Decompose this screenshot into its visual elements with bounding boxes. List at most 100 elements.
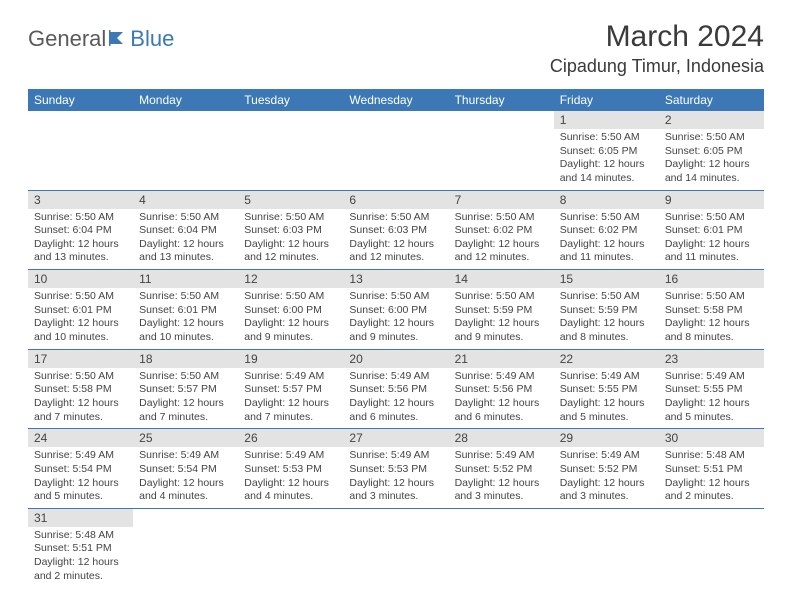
day-line: and 6 minutes. <box>349 411 442 425</box>
calendar-table: Sunday Monday Tuesday Wednesday Thursday… <box>28 89 764 587</box>
day-number: 19 <box>238 350 343 368</box>
weekday-header: Saturday <box>659 89 764 111</box>
day-line: Sunset: 6:03 PM <box>349 224 442 238</box>
day-line: Sunrise: 5:50 AM <box>560 290 653 304</box>
day-details: Sunrise: 5:48 AMSunset: 5:51 PMDaylight:… <box>28 527 133 588</box>
day-details: Sunrise: 5:50 AMSunset: 6:01 PMDaylight:… <box>133 288 238 349</box>
calendar-cell: 6Sunrise: 5:50 AMSunset: 6:03 PMDaylight… <box>343 190 448 270</box>
calendar-cell: 12Sunrise: 5:50 AMSunset: 6:00 PMDayligh… <box>238 270 343 350</box>
day-line: Daylight: 12 hours <box>349 477 442 491</box>
day-number: 10 <box>28 270 133 288</box>
day-line: Sunrise: 5:49 AM <box>560 370 653 384</box>
day-line: Sunrise: 5:50 AM <box>349 211 442 225</box>
day-line: and 11 minutes. <box>560 251 653 265</box>
day-line: Sunrise: 5:49 AM <box>455 449 548 463</box>
day-number: 7 <box>449 191 554 209</box>
day-line: Daylight: 12 hours <box>665 477 758 491</box>
calendar-cell <box>449 508 554 587</box>
day-line: Sunset: 5:53 PM <box>244 463 337 477</box>
day-line: Sunrise: 5:49 AM <box>455 370 548 384</box>
day-line: and 2 minutes. <box>34 570 127 584</box>
calendar-cell: 22Sunrise: 5:49 AMSunset: 5:55 PMDayligh… <box>554 349 659 429</box>
calendar-cell <box>28 111 133 190</box>
day-details: Sunrise: 5:50 AMSunset: 6:03 PMDaylight:… <box>238 209 343 270</box>
day-line: Sunset: 5:54 PM <box>34 463 127 477</box>
day-line: Daylight: 12 hours <box>455 477 548 491</box>
day-line: Daylight: 12 hours <box>665 158 758 172</box>
calendar-row: 3Sunrise: 5:50 AMSunset: 6:04 PMDaylight… <box>28 190 764 270</box>
day-line: and 2 minutes. <box>665 490 758 504</box>
day-details: Sunrise: 5:49 AMSunset: 5:53 PMDaylight:… <box>238 447 343 508</box>
calendar-cell: 11Sunrise: 5:50 AMSunset: 6:01 PMDayligh… <box>133 270 238 350</box>
day-line: Sunrise: 5:49 AM <box>139 449 232 463</box>
day-number: 6 <box>343 191 448 209</box>
day-line: Sunrise: 5:49 AM <box>34 449 127 463</box>
day-line: Sunset: 5:58 PM <box>665 304 758 318</box>
day-line: Sunset: 5:59 PM <box>560 304 653 318</box>
calendar-cell <box>238 111 343 190</box>
calendar-cell: 23Sunrise: 5:49 AMSunset: 5:55 PMDayligh… <box>659 349 764 429</box>
day-line: Daylight: 12 hours <box>665 238 758 252</box>
day-line: Sunrise: 5:50 AM <box>560 211 653 225</box>
calendar-cell: 29Sunrise: 5:49 AMSunset: 5:52 PMDayligh… <box>554 429 659 509</box>
day-number: 12 <box>238 270 343 288</box>
day-line: Daylight: 12 hours <box>455 317 548 331</box>
day-line: Daylight: 12 hours <box>455 238 548 252</box>
day-number: 17 <box>28 350 133 368</box>
day-line: Daylight: 12 hours <box>560 397 653 411</box>
calendar-cell: 16Sunrise: 5:50 AMSunset: 5:58 PMDayligh… <box>659 270 764 350</box>
day-line: Sunrise: 5:49 AM <box>560 449 653 463</box>
day-details: Sunrise: 5:49 AMSunset: 5:54 PMDaylight:… <box>28 447 133 508</box>
calendar-cell: 5Sunrise: 5:50 AMSunset: 6:03 PMDaylight… <box>238 190 343 270</box>
day-number: 4 <box>133 191 238 209</box>
day-line: Sunset: 6:01 PM <box>139 304 232 318</box>
day-line: Sunset: 6:03 PM <box>244 224 337 238</box>
day-details: Sunrise: 5:50 AMSunset: 6:02 PMDaylight:… <box>554 209 659 270</box>
calendar-cell <box>659 508 764 587</box>
day-number: 21 <box>449 350 554 368</box>
day-line: Sunset: 6:05 PM <box>560 145 653 159</box>
day-line: Sunset: 5:55 PM <box>665 383 758 397</box>
day-line: Sunrise: 5:49 AM <box>349 370 442 384</box>
calendar-cell <box>554 508 659 587</box>
calendar-cell: 17Sunrise: 5:50 AMSunset: 5:58 PMDayligh… <box>28 349 133 429</box>
location: Cipadung Timur, Indonesia <box>550 56 764 77</box>
day-details: Sunrise: 5:49 AMSunset: 5:52 PMDaylight:… <box>554 447 659 508</box>
logo-text-2: Blue <box>130 26 174 52</box>
day-line: Sunset: 5:56 PM <box>349 383 442 397</box>
calendar-cell <box>343 111 448 190</box>
day-line: Sunrise: 5:50 AM <box>34 370 127 384</box>
day-number: 29 <box>554 429 659 447</box>
day-details: Sunrise: 5:49 AMSunset: 5:53 PMDaylight:… <box>343 447 448 508</box>
day-line: Sunset: 6:05 PM <box>665 145 758 159</box>
weekday-header: Wednesday <box>343 89 448 111</box>
day-line: Sunset: 5:59 PM <box>455 304 548 318</box>
day-number: 18 <box>133 350 238 368</box>
calendar-cell: 9Sunrise: 5:50 AMSunset: 6:01 PMDaylight… <box>659 190 764 270</box>
day-line: and 9 minutes. <box>349 331 442 345</box>
day-line: Sunset: 5:54 PM <box>139 463 232 477</box>
day-details: Sunrise: 5:50 AMSunset: 5:58 PMDaylight:… <box>659 288 764 349</box>
day-line: and 3 minutes. <box>560 490 653 504</box>
day-details: Sunrise: 5:50 AMSunset: 6:03 PMDaylight:… <box>343 209 448 270</box>
day-line: Daylight: 12 hours <box>139 397 232 411</box>
day-line: and 12 minutes. <box>244 251 337 265</box>
day-line: Sunset: 6:04 PM <box>34 224 127 238</box>
day-line: Daylight: 12 hours <box>34 238 127 252</box>
day-line: and 11 minutes. <box>665 251 758 265</box>
day-line: Sunrise: 5:50 AM <box>244 211 337 225</box>
calendar-cell: 21Sunrise: 5:49 AMSunset: 5:56 PMDayligh… <box>449 349 554 429</box>
weekday-header: Tuesday <box>238 89 343 111</box>
calendar-cell: 27Sunrise: 5:49 AMSunset: 5:53 PMDayligh… <box>343 429 448 509</box>
weekday-header: Sunday <box>28 89 133 111</box>
day-details: Sunrise: 5:50 AMSunset: 5:59 PMDaylight:… <box>554 288 659 349</box>
weekday-header: Friday <box>554 89 659 111</box>
calendar-row: 1Sunrise: 5:50 AMSunset: 6:05 PMDaylight… <box>28 111 764 190</box>
calendar-cell: 15Sunrise: 5:50 AMSunset: 5:59 PMDayligh… <box>554 270 659 350</box>
day-line: Sunrise: 5:48 AM <box>665 449 758 463</box>
day-number: 23 <box>659 350 764 368</box>
day-line: and 10 minutes. <box>139 331 232 345</box>
day-line: Daylight: 12 hours <box>34 556 127 570</box>
day-number: 14 <box>449 270 554 288</box>
day-line: and 5 minutes. <box>34 490 127 504</box>
